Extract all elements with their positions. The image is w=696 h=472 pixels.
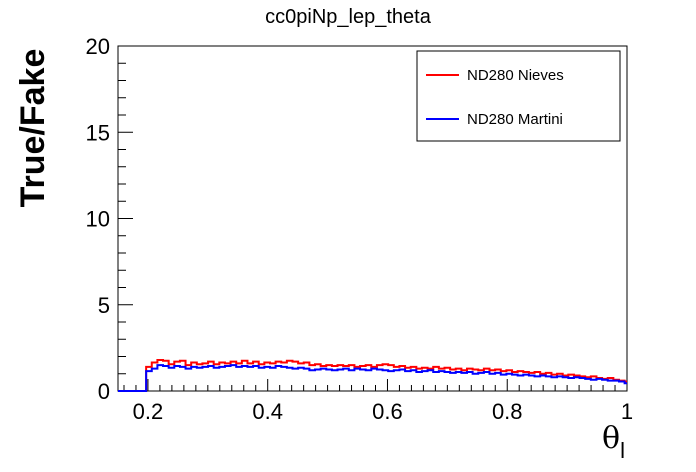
x-tick-label: 0.8 [492, 399, 523, 424]
legend: ND280 Nieves ND280 Martini [416, 50, 621, 142]
series-line-nieves [118, 358, 627, 392]
legend-label-martini: ND280 Martini [467, 111, 563, 128]
x-axis-label-subscript: l [620, 438, 625, 463]
y-tick-label: 0 [98, 379, 110, 404]
y-tick-label: 20 [86, 34, 110, 59]
x-axis-label-symbol: θ [602, 421, 620, 456]
y-axis: 0 5 10 15 20 [86, 34, 133, 404]
x-tick-label: 0.2 [133, 399, 164, 424]
y-tick-label: 15 [86, 120, 110, 145]
x-tick-label: 0.4 [252, 399, 283, 424]
x-axis-label: θl [602, 421, 625, 463]
x-tick-label: 1 [621, 399, 633, 424]
series-layer [118, 358, 627, 392]
x-tick-label: 0.6 [372, 399, 403, 424]
legend-box [416, 50, 621, 142]
chart-title: cc0piNp_lep_theta [265, 6, 432, 28]
y-axis-label: True/Fake [14, 49, 52, 208]
y-tick-label: 10 [86, 207, 110, 232]
y-tick-label: 5 [98, 293, 110, 318]
legend-label-nieves: ND280 Nieves [467, 67, 564, 84]
series-line-martini [118, 364, 627, 392]
x-axis: 0.2 0.4 0.6 0.8 1 [123, 379, 633, 424]
